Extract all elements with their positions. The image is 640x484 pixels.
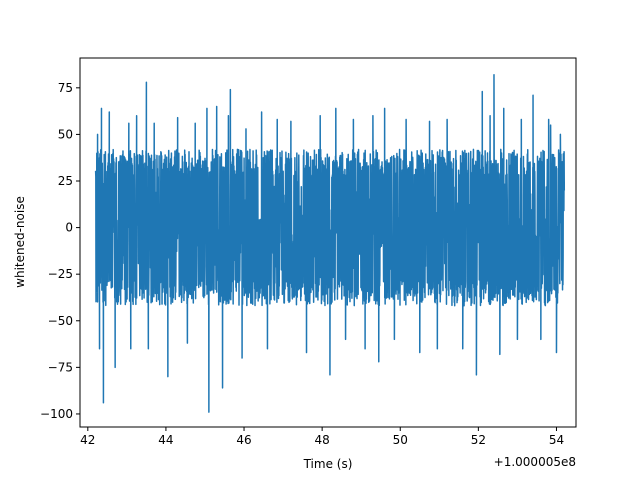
- y-axis-label: whitened-noise: [13, 196, 27, 288]
- y-tick-label: −50: [48, 314, 73, 328]
- y-tick-label: 75: [58, 81, 73, 95]
- y-tick-label: −100: [40, 407, 73, 421]
- noise-series-line: [94, 74, 566, 413]
- y-tick-label: 0: [65, 221, 73, 235]
- x-axis-offset-text: +1.000005e8: [494, 455, 576, 469]
- x-tick-label: 46: [236, 433, 251, 447]
- y-axis: 75 50 25 0 −25 −50 −75 −100: [40, 81, 80, 421]
- y-tick-label: 25: [58, 174, 73, 188]
- y-tick-label: 50: [58, 127, 73, 141]
- plot-frame: [79, 57, 577, 428]
- x-tick-label: 52: [471, 433, 486, 447]
- x-tick-label: 54: [549, 433, 564, 447]
- x-axis: 42 44 46 48 50 52 54: [80, 427, 564, 447]
- y-tick-label: −25: [48, 267, 73, 281]
- x-axis-label: Time (s): [303, 457, 353, 471]
- x-tick-label: 42: [80, 433, 95, 447]
- x-tick-label: 48: [315, 433, 330, 447]
- x-tick-label: 50: [393, 433, 408, 447]
- x-tick-label: 44: [158, 433, 173, 447]
- y-tick-label: −75: [48, 360, 73, 374]
